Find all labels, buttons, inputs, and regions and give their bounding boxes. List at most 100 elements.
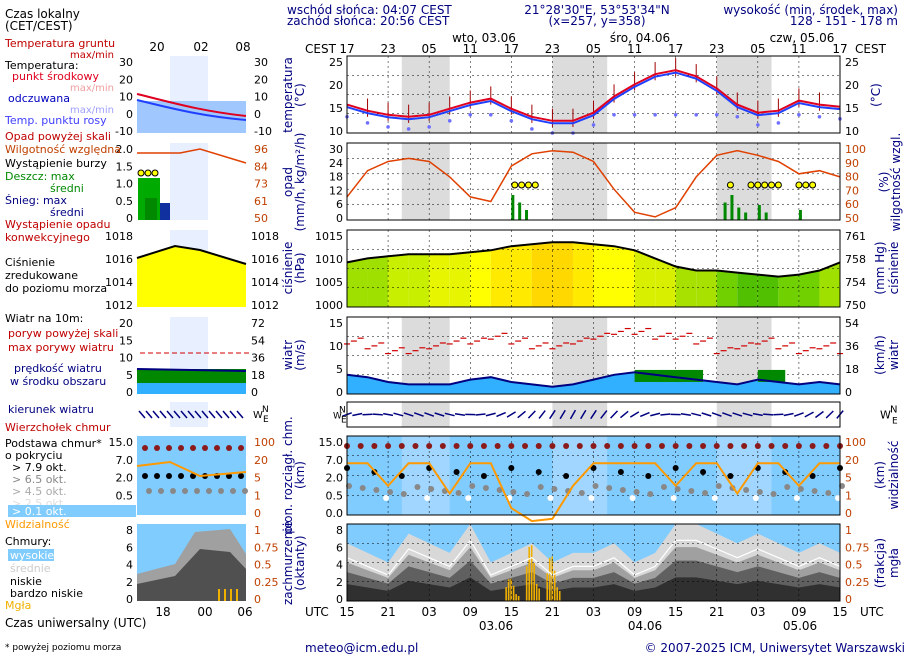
legend-storm-dot bbox=[137, 169, 145, 177]
legend-tick-right: 50 bbox=[254, 212, 268, 225]
legend-temp-title: Temperatura: bbox=[4, 59, 79, 72]
cloud-base-dot-01 bbox=[711, 495, 718, 501]
panel-border bbox=[346, 55, 841, 134]
cloud-base-dot-65 bbox=[715, 483, 722, 489]
cloud-top-dot bbox=[768, 443, 775, 449]
wind-arrow bbox=[590, 409, 597, 420]
pressure-fill bbox=[737, 272, 758, 307]
storm-marker bbox=[511, 181, 519, 189]
legend-wind-arrow bbox=[159, 410, 167, 419]
hour-label-cest: 05 bbox=[422, 42, 437, 56]
hour-label-cest: 17 bbox=[339, 42, 354, 56]
legend-precip-over: Opad powyżej skali bbox=[5, 130, 111, 143]
dewpoint-dot bbox=[797, 112, 801, 117]
fog-bar bbox=[533, 563, 535, 601]
dewpoint-dot bbox=[612, 112, 616, 117]
legend-wind-arrow bbox=[138, 410, 146, 419]
legend-cloudbase-dot-grey bbox=[230, 488, 236, 494]
wind-arrow bbox=[783, 412, 794, 417]
legend-tick-right: 0 bbox=[251, 386, 258, 399]
cloud-top-dot bbox=[535, 443, 542, 449]
legend-tick-left: 0 bbox=[126, 212, 133, 225]
fog-bar bbox=[507, 579, 510, 601]
legend-wind-arrow bbox=[187, 410, 195, 419]
legend-tick-left: 10 bbox=[119, 352, 133, 365]
cloud-top-dot bbox=[412, 443, 419, 449]
legend-time-utc: Czas uniwersalny (UTC) bbox=[5, 616, 146, 630]
wind-arrow bbox=[680, 413, 691, 416]
pressure-fill bbox=[572, 242, 594, 307]
wind-arrow bbox=[619, 410, 629, 419]
cloud-top-dot bbox=[631, 443, 638, 449]
legend-temp-mid: punkt środkowy bbox=[12, 70, 100, 83]
cloud-base-dot-65 bbox=[428, 486, 435, 492]
legend-tick-left: 1012 bbox=[105, 299, 133, 312]
legend-cloudbase-dot bbox=[154, 473, 160, 479]
legend-wind-arrow bbox=[152, 410, 160, 419]
hour-label-utc: 15 bbox=[832, 605, 847, 619]
legend-wind-arrow bbox=[145, 410, 153, 419]
y-tick-left: 1005 bbox=[315, 276, 343, 289]
hour-label-utc: 21 bbox=[545, 605, 560, 619]
pressure-fill bbox=[388, 254, 409, 307]
wind-arrow bbox=[629, 411, 640, 418]
legend-okt-65: > 6.5 okt. bbox=[12, 473, 67, 486]
fog-bar bbox=[528, 546, 530, 601]
cloud-base-dot-65 bbox=[469, 483, 476, 489]
footer-email[interactable]: meteo@icm.edu.pl bbox=[305, 641, 418, 655]
hour-label-cest: 17 bbox=[832, 42, 847, 56]
y-tick-right: 1 bbox=[845, 524, 852, 537]
y-tick-right: 80 bbox=[845, 171, 859, 184]
cloud-top-dot bbox=[494, 443, 501, 449]
y-tick-right: 0.5 bbox=[845, 559, 863, 572]
legend-fog-bar bbox=[230, 589, 232, 601]
dewpoint-dot bbox=[365, 121, 370, 125]
legend-tick-right: 0 bbox=[254, 593, 261, 606]
legend-vis-line bbox=[136, 460, 247, 478]
panel-border bbox=[346, 229, 841, 308]
wind-arrow bbox=[352, 412, 363, 417]
legend-cloudtop-dot bbox=[238, 445, 244, 451]
legend-temp-feels: odczuwana bbox=[8, 92, 70, 105]
legend-cloudbase-dot-grey bbox=[146, 488, 152, 494]
cloud-top-dot bbox=[522, 443, 529, 449]
y-tick-right: 0.75 bbox=[845, 541, 870, 554]
legend-temp-feels-mm: max/min bbox=[70, 105, 114, 116]
legend-winddir: kierunek wiatru bbox=[8, 403, 94, 416]
temperature-line bbox=[346, 69, 841, 122]
legend-tick-right: 30 bbox=[254, 56, 268, 69]
legend-temp-fill bbox=[137, 101, 246, 133]
legend-wind-speed: prędkość wiatru bbox=[14, 362, 102, 375]
hour-label-utc: 09 bbox=[463, 605, 478, 619]
legend-wind-arrow bbox=[173, 410, 181, 419]
legend-tick-right: 73 bbox=[254, 178, 268, 191]
legend-temp-dew: Temp. punktu rosy bbox=[4, 114, 107, 127]
utc-label-left: UTC bbox=[305, 605, 329, 619]
hour-label-utc: 15 bbox=[668, 605, 683, 619]
hour-label-utc: 03 bbox=[750, 605, 765, 619]
cloud-base-dot-65 bbox=[482, 485, 489, 491]
y-unit-clouds: (oktanty) bbox=[293, 535, 307, 590]
wind-arrow bbox=[711, 412, 722, 417]
legend-compass-w: W bbox=[253, 410, 263, 421]
wind-arrow bbox=[517, 410, 526, 419]
legend-wind-arrow bbox=[180, 410, 188, 419]
legend-tick-left: 30 bbox=[119, 56, 133, 69]
pressure-fill bbox=[429, 254, 450, 307]
y-tick-right: 100 bbox=[845, 143, 866, 156]
y-tick-right: 761 bbox=[845, 230, 866, 243]
cloud-base-dot-65 bbox=[811, 488, 818, 494]
wind-arrow bbox=[362, 413, 373, 416]
legend-gust-over: poryw powyżej skali bbox=[8, 327, 118, 340]
cloud-base-dot-65 bbox=[537, 484, 544, 490]
wind-arrow bbox=[639, 411, 650, 418]
wind-arrow bbox=[701, 412, 712, 417]
fog-bar bbox=[515, 594, 517, 601]
wind-arrow bbox=[403, 412, 414, 417]
legend-tick-right: 1018 bbox=[251, 230, 279, 243]
legend-tick-left: 2 bbox=[126, 576, 133, 589]
storm-marker bbox=[761, 181, 769, 189]
rain-bar bbox=[798, 210, 802, 220]
y-tick-left: 1010 bbox=[315, 253, 343, 266]
